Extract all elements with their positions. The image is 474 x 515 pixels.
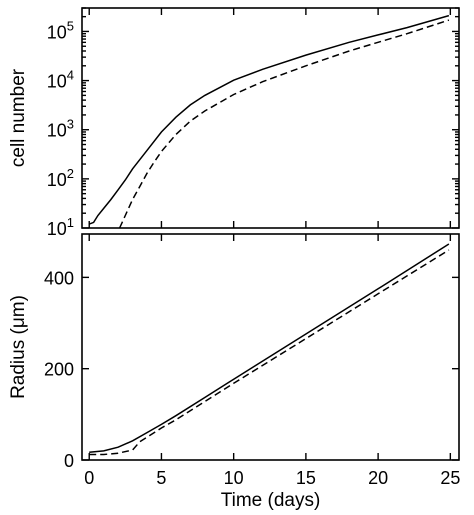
plot-frame [81, 233, 460, 461]
x-tick-label: 0 [84, 468, 94, 488]
y-tick-label: 101 [47, 215, 74, 239]
x-tick-label: 15 [296, 468, 316, 488]
series-line-dashed [118, 19, 450, 229]
x-tick-label: 20 [368, 468, 388, 488]
y-tick-label: 400 [44, 268, 74, 288]
y-axis-title: Radius (μm) [8, 295, 29, 399]
y-tick-label: 105 [47, 18, 74, 42]
y-tick-label: 200 [44, 360, 74, 380]
y-axis-title: cell number [8, 68, 29, 167]
y-tick-label: 0 [64, 451, 74, 471]
x-tick-label: 25 [440, 468, 460, 488]
y-tick-label: 103 [47, 117, 74, 141]
y-tick-label: 104 [47, 68, 74, 92]
series-line-solid [88, 14, 450, 225]
top-panel: 101 102 103 104 105 cell number [8, 7, 460, 239]
x-tick-label: 5 [156, 468, 166, 488]
bottom-panel: 0 5 10 15 20 25 0 200 400 Radius (μm) Time (days) [8, 233, 460, 511]
series-line-dashed [89, 249, 450, 456]
series-line-solid [89, 243, 450, 453]
x-axis-title: Time (days) [221, 490, 321, 511]
y-tick-label: 102 [47, 166, 74, 190]
x-tick-label: 10 [224, 468, 244, 488]
plot-frame [81, 7, 460, 229]
